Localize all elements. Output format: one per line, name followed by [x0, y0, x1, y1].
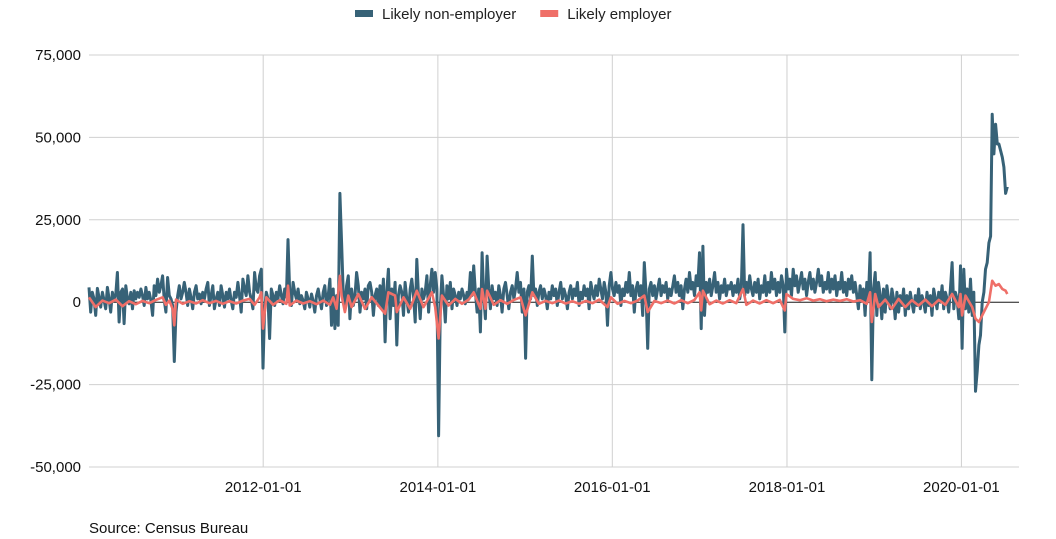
- grid-lines: [89, 54, 1019, 468]
- series-line-likely-employer: [87, 274, 1009, 340]
- legend-swatch: [540, 10, 559, 17]
- y-axis-ticks: 75,000 50,000 25,000 0 -25,000 -50,000: [30, 47, 81, 476]
- x-tick-label: 2014-01-01: [400, 479, 477, 496]
- x-tick-label: 2020-01-01: [923, 479, 1000, 496]
- y-tick-label: -50,000: [30, 459, 81, 476]
- source-note: Source: Census Bureau: [89, 520, 249, 537]
- legend: Likely non-employer Likely employer: [355, 6, 671, 23]
- x-tick-label: 2012-01-01: [225, 479, 302, 496]
- series-lines: [87, 112, 1009, 438]
- legend-label: Likely non-employer: [382, 6, 516, 23]
- legend-swatch: [355, 10, 373, 17]
- y-tick-label: 0: [73, 294, 81, 311]
- series-line-likely-non-employer: [87, 112, 1009, 438]
- x-tick-label: 2018-01-01: [749, 479, 826, 496]
- y-tick-label: 75,000: [35, 47, 81, 64]
- legend-label: Likely employer: [567, 6, 671, 23]
- y-tick-label: -25,000: [30, 377, 81, 394]
- y-tick-label: 25,000: [35, 212, 81, 229]
- x-tick-label: 2016-01-01: [574, 479, 651, 496]
- x-axis-ticks: 2012-01-01 2014-01-01 2016-01-01 2018-01-01…: [225, 479, 1000, 496]
- y-tick-label: 50,000: [35, 129, 81, 146]
